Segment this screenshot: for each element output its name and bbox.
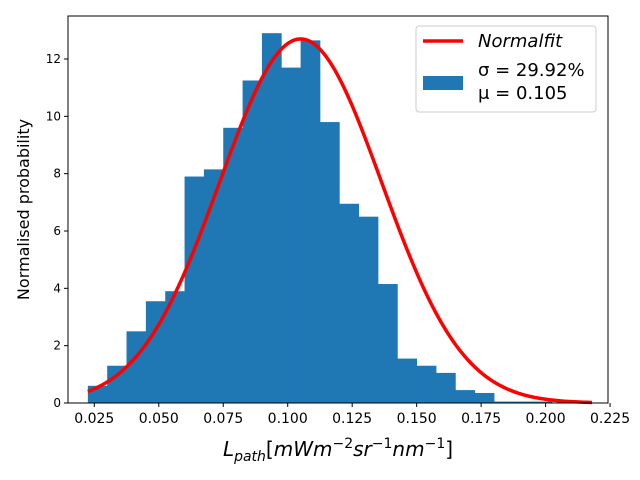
y-tick-label: 8 [53, 167, 61, 181]
legend-fit-label: Normalfit [478, 31, 563, 52]
histogram-bar [242, 80, 263, 403]
histogram-bar [455, 390, 476, 403]
y-tick-label: 10 [46, 109, 61, 123]
histogram-bar [358, 216, 379, 403]
x-tick-label: 0.025 [74, 411, 114, 427]
histogram-bar [319, 122, 340, 404]
histogram-bar [339, 203, 360, 403]
legend-sigma-label: σ = 29.92% [478, 60, 585, 81]
x-tick-label: 0.150 [397, 411, 437, 427]
histogram-bars [87, 33, 553, 404]
legend-box [415, 25, 597, 113]
histogram-bar [203, 169, 224, 403]
histogram-bar [474, 392, 495, 403]
legend-mu-label: μ = 0.105 [478, 83, 568, 104]
histogram-bar [184, 176, 205, 403]
plot-frame [67, 15, 609, 404]
x-tick-label: 0.175 [461, 411, 501, 427]
x-axis-label: Lpath[mWm−2sr−1nm−1] [223, 436, 453, 465]
histogram-bar [223, 127, 243, 404]
histogram-bar [145, 301, 166, 403]
x-tick-label: 0.050 [139, 411, 179, 427]
y-axis-label: Normalised probability [14, 119, 33, 300]
x-tick-label: 0.100 [268, 411, 308, 427]
histogram-bar [300, 40, 321, 403]
y-tick-label: 0 [53, 396, 61, 410]
histogram-bar [107, 365, 127, 403]
histogram-bar [513, 401, 534, 403]
y-tick-label: 2 [53, 339, 61, 353]
y-tick-label: 4 [53, 281, 61, 295]
histogram-bar [165, 291, 185, 403]
legend-histogram-swatch [423, 76, 463, 90]
histogram-bar [532, 401, 553, 403]
histogram-bar [397, 358, 418, 403]
y-tick-label: 6 [53, 224, 61, 238]
x-tick-label: 0.075 [203, 411, 243, 427]
x-tick-label: 0.200 [526, 411, 566, 427]
y-axis-ticks: 0 2 4 6 8 10 12 [46, 52, 68, 410]
histogram-bar [494, 401, 514, 403]
histogram-bar [261, 33, 282, 403]
x-tick-label: 0.225 [590, 411, 630, 427]
histogram-bar [377, 284, 398, 403]
y-tick-label: 12 [46, 52, 61, 66]
histogram-bar [126, 331, 147, 403]
histogram-bar [435, 372, 456, 403]
x-axis-ticks: 0.025 0.050 0.075 0.100 0.125 0.150 0.175 0.200… [74, 403, 630, 427]
histogram-bar [281, 67, 302, 403]
normal-fit-curve [87, 37, 593, 405]
histogram-bar [416, 365, 437, 403]
x-tick-label: 0.125 [332, 411, 372, 427]
legend: Normalfit σ = 29.92% μ = 0.105 [415, 25, 597, 113]
